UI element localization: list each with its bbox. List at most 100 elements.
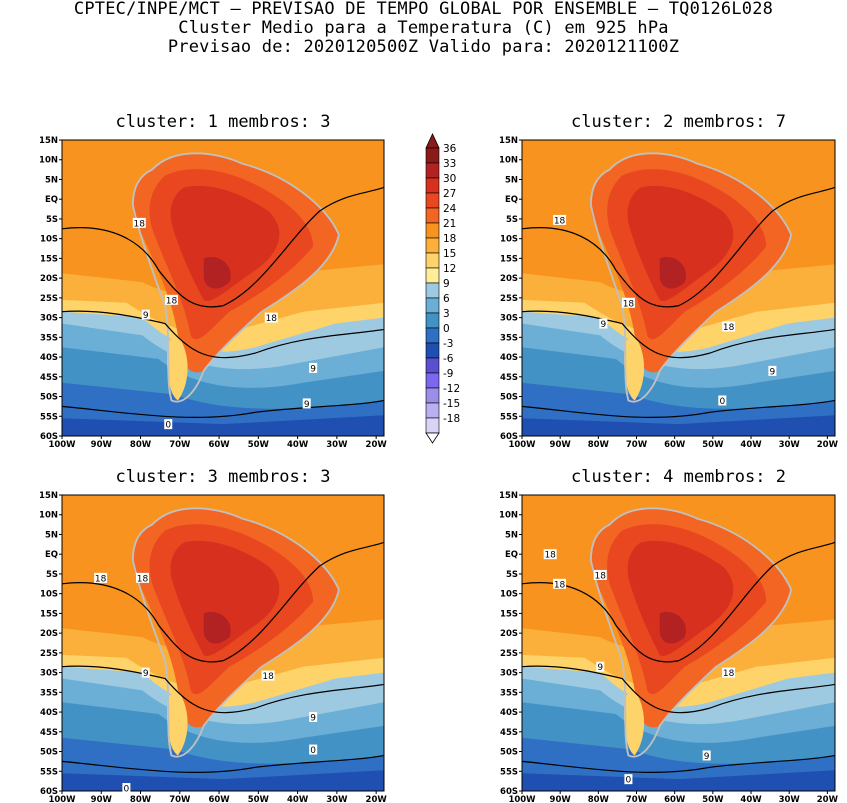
colorbar-swatch — [425, 417, 440, 434]
contour-label: 0 — [626, 776, 632, 786]
colorbar-label: 33 — [443, 158, 456, 170]
lat-tick-label: 45S — [500, 373, 518, 383]
lat-tick-label: 10S — [500, 590, 518, 600]
lat-tick-label: 15S — [40, 254, 58, 264]
lat-tick-label: 45S — [40, 728, 58, 738]
lat-tick-label: 15N — [39, 491, 58, 501]
lon-tick-label: 40W — [287, 440, 309, 450]
contour-label: 18 — [166, 296, 178, 306]
contour-label: 18 — [95, 574, 107, 584]
colorbar-swatch — [425, 162, 440, 179]
lat-tick-label: 40S — [500, 708, 518, 718]
contour-label: 9 — [770, 367, 776, 377]
lat-tick-label: 20S — [40, 629, 58, 639]
contour-label: 18 — [623, 299, 635, 309]
header-line-2: Cluster Medio para a Temperatura (C) em … — [178, 18, 669, 38]
panel-4-title: cluster: 4 membros: 2 — [571, 467, 786, 487]
contour-label: 18 — [723, 323, 735, 333]
lon-tick-label: 50W — [248, 440, 270, 450]
lon-tick-label: 60W — [664, 795, 686, 803]
colorbar-swatch — [425, 207, 440, 224]
lat-tick-label: 35S — [500, 688, 518, 698]
contour-label: 9 — [143, 669, 149, 679]
lon-tick-label: 80W — [130, 440, 152, 450]
lat-tick-label: 10S — [40, 590, 58, 600]
lat-tick-label: EQ — [505, 195, 518, 205]
colorbar-top-triangle — [425, 133, 440, 149]
colorbar-label: 27 — [443, 188, 456, 200]
lat-tick-label: 40S — [500, 353, 518, 363]
colorbar-label: 12 — [443, 263, 456, 275]
lat-tick-label: 60S — [40, 432, 58, 442]
lon-tick-label: 70W — [626, 440, 648, 450]
lon-tick-label: 70W — [169, 440, 191, 450]
lat-tick-label: 10N — [499, 156, 518, 166]
lat-tick-label: 20S — [500, 629, 518, 639]
lat-tick-label: 35S — [40, 688, 58, 698]
lon-tick-label: 60W — [664, 440, 686, 450]
colorbar-swatch — [425, 357, 440, 374]
contour-label: 18 — [723, 669, 735, 679]
colorbar-swatch — [425, 372, 440, 389]
colorbar-label: 24 — [443, 203, 457, 215]
contour-label: 9 — [704, 752, 710, 762]
lat-tick-label: 55S — [40, 412, 58, 422]
panel-1-title: cluster: 1 membros: 3 — [115, 112, 331, 132]
colorbar-label: 6 — [443, 293, 450, 305]
lat-tick-label: 25S — [500, 649, 518, 659]
lon-tick-label: 20W — [817, 440, 839, 450]
contour-label: 9 — [304, 400, 310, 410]
lat-tick-label: 10N — [39, 156, 58, 166]
lat-tick-label: 15S — [40, 609, 58, 619]
lat-tick-label: 35S — [40, 333, 58, 343]
contour-label: 18 — [262, 672, 274, 682]
lat-tick-label: 55S — [500, 767, 518, 777]
lon-tick-label: 90W — [91, 440, 113, 450]
contour-label: 18 — [266, 314, 278, 324]
lon-tick-label: 40W — [740, 440, 762, 450]
lon-tick-label: 90W — [550, 440, 572, 450]
contour-label: 0 — [310, 746, 316, 756]
colorbar-swatch — [425, 267, 440, 284]
lat-tick-label: 10S — [40, 235, 58, 245]
contour-label: 18 — [554, 580, 566, 590]
lon-tick-label: 30W — [779, 795, 801, 803]
lon-tick-label: 30W — [326, 795, 348, 803]
lon-tick-label: 60W — [208, 440, 230, 450]
figure-header: CPTEC/INPE/MCT – PREVISAO DE TEMPO GLOBA… — [0, 0, 847, 57]
colorbar-swatch — [425, 297, 440, 314]
lat-tick-label: 5S — [46, 570, 58, 580]
lon-tick-label: 30W — [779, 440, 801, 450]
lon-tick-label: 70W — [169, 795, 191, 803]
header-line-1: CPTEC/INPE/MCT – PREVISAO DE TEMPO GLOBA… — [73, 0, 774, 19]
contour-label: 9 — [310, 364, 316, 374]
lon-tick-label: 20W — [366, 795, 388, 803]
colorbar-label: 30 — [443, 173, 456, 185]
lon-tick-label: 30W — [326, 440, 348, 450]
lat-tick-label: 60S — [500, 787, 518, 797]
contour-label: 18 — [544, 551, 556, 561]
lon-tick-label: 40W — [740, 795, 762, 803]
colorbar-label: 0 — [443, 323, 450, 335]
lat-tick-label: 40S — [40, 708, 58, 718]
lon-tick-label: 80W — [130, 795, 152, 803]
lat-tick-label: 10S — [500, 235, 518, 245]
lat-tick-label: EQ — [505, 550, 518, 560]
colorbar-label: 18 — [443, 233, 456, 245]
contour-label: 18 — [137, 574, 149, 584]
lat-tick-label: 30S — [40, 669, 58, 679]
lat-tick-label: 5N — [505, 175, 518, 185]
colorbar-bottom-triangle — [425, 432, 440, 444]
colorbar-swatch — [425, 177, 440, 194]
colorbar-swatch — [425, 252, 440, 269]
colorbar-swatch — [425, 327, 440, 344]
lat-tick-label: 40S — [40, 353, 58, 363]
lat-tick-label: 35S — [500, 333, 518, 343]
lat-tick-label: 15S — [500, 254, 518, 264]
lat-tick-label: 50S — [40, 393, 58, 403]
colorbar-label: -6 — [443, 353, 454, 365]
lat-tick-label: 5N — [505, 530, 518, 540]
colorbar-label: -15 — [443, 398, 460, 410]
colorbar-label: 36 — [443, 143, 457, 155]
lat-tick-label: 45S — [40, 373, 58, 383]
